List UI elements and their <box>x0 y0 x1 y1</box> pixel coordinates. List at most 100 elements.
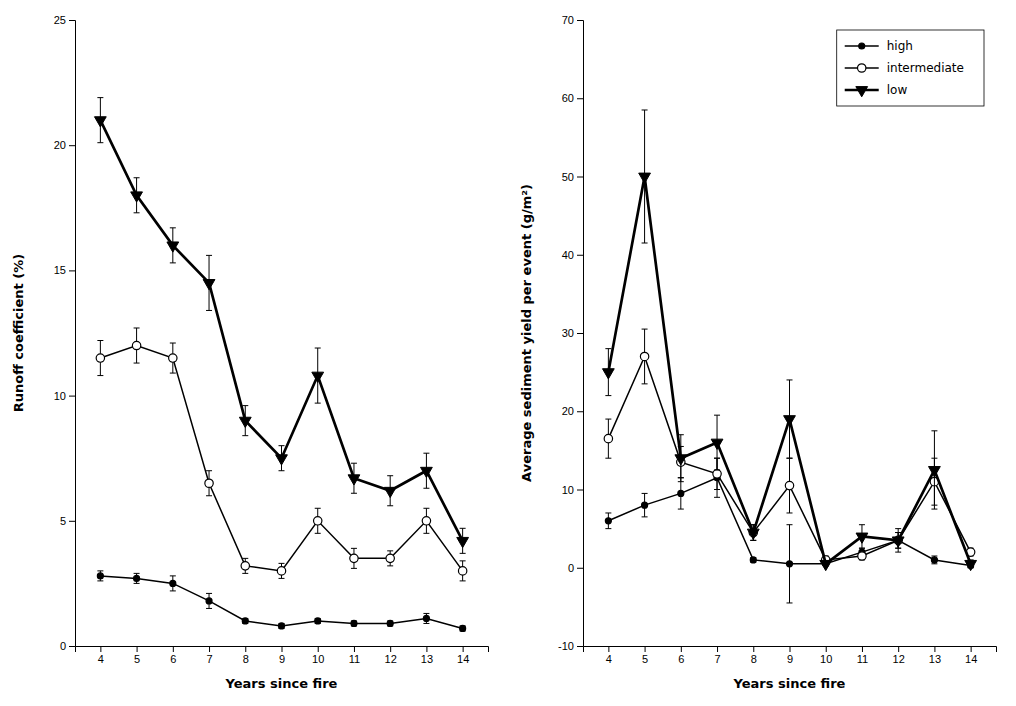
tick: -10 <box>558 640 583 652</box>
tick: 5 <box>134 646 140 665</box>
tick-mark <box>100 646 101 652</box>
tick: 8 <box>243 646 249 665</box>
tick: 10 <box>312 646 324 665</box>
tick: 9 <box>787 646 793 665</box>
tick: 9 <box>279 646 285 665</box>
axis-line <box>577 21 584 647</box>
tick: 6 <box>170 646 176 665</box>
tick-mark <box>282 646 283 652</box>
tick-label: 50 <box>562 171 574 183</box>
tick-label: 20 <box>54 139 66 151</box>
legend-swatch <box>856 87 868 97</box>
tick: 20 <box>562 405 583 417</box>
legend-swatch <box>859 43 865 49</box>
tick-mark <box>137 646 138 652</box>
error-bar <box>642 493 648 516</box>
tick-mark <box>681 646 682 652</box>
point <box>167 242 179 252</box>
point <box>351 620 357 626</box>
point <box>386 554 394 562</box>
tick-label: -10 <box>558 640 574 652</box>
point <box>605 518 611 524</box>
tick-mark <box>717 646 718 652</box>
error-bar <box>460 626 466 631</box>
series <box>96 328 467 581</box>
tick-label: 9 <box>279 653 285 665</box>
tick-mark <box>69 20 75 21</box>
tick-label: 10 <box>562 484 574 496</box>
point <box>239 417 251 427</box>
tick-mark <box>971 646 972 652</box>
point <box>315 618 321 624</box>
series-line <box>608 177 970 564</box>
point <box>892 537 904 547</box>
panel: 45678910111213140510152025Years since fi… <box>11 14 489 691</box>
tick-label: 11 <box>857 653 868 665</box>
point <box>856 533 868 543</box>
x-axis-title: Years since fire <box>225 676 338 691</box>
point <box>276 455 288 465</box>
axis-line <box>69 21 76 647</box>
point <box>132 341 140 349</box>
tick-mark <box>209 646 210 652</box>
point <box>277 567 285 575</box>
y-axis-title: Average sediment yield per event (g/m²) <box>519 184 534 482</box>
point <box>169 354 177 362</box>
tick-mark <box>790 646 791 652</box>
series-line <box>100 120 462 541</box>
tick-mark <box>69 521 75 522</box>
point <box>965 560 977 570</box>
tick-label: 8 <box>243 653 249 665</box>
axis-line <box>584 647 997 653</box>
legend: highintermediatelow <box>837 30 984 106</box>
point <box>639 173 651 183</box>
error-bar <box>315 618 321 623</box>
tick-mark <box>354 646 355 652</box>
tick: 50 <box>562 171 583 183</box>
y-axis-title: Runoff coefficient (%) <box>11 254 26 412</box>
tick-label: 6 <box>170 653 176 665</box>
point <box>348 475 360 485</box>
tick: 13 <box>929 646 941 665</box>
point <box>421 467 433 477</box>
tick: 70 <box>562 14 583 26</box>
legend-label: low <box>887 83 908 97</box>
point <box>384 487 396 497</box>
axis-line <box>76 647 489 653</box>
tick-label: 4 <box>98 653 104 665</box>
tick-mark <box>577 177 583 178</box>
tick-label: 7 <box>206 653 212 665</box>
point <box>711 439 723 449</box>
tick-label: 12 <box>385 653 397 665</box>
tick: 4 <box>98 646 104 665</box>
tick-mark <box>69 145 75 146</box>
tick-label: 6 <box>678 653 684 665</box>
point <box>387 620 393 626</box>
tick-label: 13 <box>929 653 941 665</box>
point <box>713 470 721 478</box>
tick-label: 10 <box>820 653 832 665</box>
tick-mark <box>69 270 75 271</box>
tick-label: 15 <box>54 264 66 276</box>
point <box>931 557 937 563</box>
tick-mark <box>577 568 583 569</box>
error-bar <box>387 621 393 626</box>
tick-mark <box>173 646 174 652</box>
series <box>602 110 976 571</box>
error-bar <box>678 478 684 509</box>
tick-mark <box>69 646 75 647</box>
tick-label: 5 <box>134 653 140 665</box>
tick: 8 <box>751 646 757 665</box>
y-axis: 0510152025 <box>54 14 76 652</box>
y-axis: -10010203040506070 <box>558 14 583 652</box>
series-line <box>100 576 462 629</box>
point <box>314 517 322 525</box>
point <box>858 552 866 560</box>
tick-mark <box>608 646 609 652</box>
legend-item: intermediate <box>845 61 964 75</box>
tick-label: 40 <box>562 249 574 261</box>
tick-label: 13 <box>421 653 433 665</box>
series <box>605 458 973 603</box>
tick: 20 <box>54 139 75 151</box>
point <box>350 554 358 562</box>
